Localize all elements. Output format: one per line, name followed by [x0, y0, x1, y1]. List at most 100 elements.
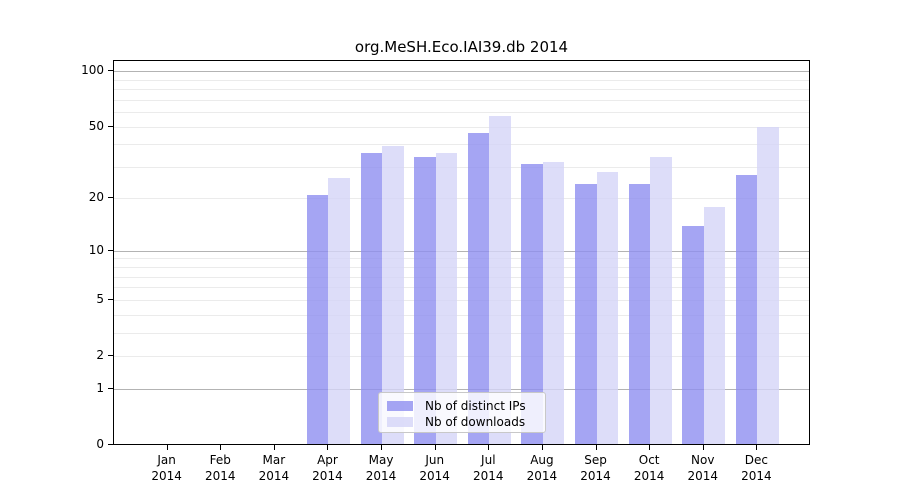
minor-gridline: [114, 356, 809, 357]
month-label: Dec: [744, 453, 768, 467]
major-gridline: [114, 250, 809, 252]
legend-label-distinct-ips: Nb of distinct IPs: [425, 399, 526, 413]
x-tick-mark: [220, 445, 222, 450]
month-label: Apr: [317, 453, 338, 467]
y-tick-label: 2: [96, 348, 104, 362]
minor-gridline: [114, 79, 809, 81]
x-tick-mark: [166, 445, 168, 450]
y-tick-mark: [108, 444, 113, 445]
legend-entry-downloads: Nb of downloads: [387, 414, 537, 430]
minor-gridline: [114, 267, 809, 269]
x-tick-mark: [273, 445, 275, 450]
downloads-swatch-icon: [387, 417, 413, 427]
year-label: 2014: [741, 469, 772, 483]
y-tick-label: 0: [96, 437, 104, 451]
year-label: 2014: [526, 469, 558, 483]
y-tick-mark: [108, 298, 113, 300]
year-label: 2014: [151, 469, 182, 483]
bar-downloads-may: [382, 146, 404, 444]
bar-distinct-ips-jul: [467, 133, 490, 444]
minor-gridline: [114, 99, 809, 101]
month-label: Sep: [584, 453, 607, 467]
y-tick-mark: [108, 70, 113, 72]
x-tick-label: Jul 2014: [458, 452, 518, 484]
month-label: Oct: [638, 453, 660, 467]
bar-distinct-ips-nov: [682, 225, 704, 444]
year-label: 2014: [312, 469, 343, 483]
year-label: 2014: [204, 469, 236, 483]
plot-area: [113, 60, 810, 445]
y-tick-mark: [108, 387, 113, 389]
minor-gridline: [114, 258, 809, 260]
minor-gridline: [114, 276, 809, 278]
x-tick-label: Aug 2014: [512, 452, 572, 484]
x-tick-label: Sep 2014: [566, 452, 626, 484]
chart-title: org.MeSH.Eco.IAI39.db 2014: [354, 38, 569, 56]
bar-downloads-aug: [542, 161, 565, 444]
y-tick-label: 20: [88, 190, 104, 205]
bar-downloads-nov: [703, 206, 726, 444]
minor-gridline: [114, 299, 809, 301]
y-tick-mark: [108, 197, 113, 199]
minor-gridline: [114, 198, 809, 200]
y-tick-label: 1: [96, 380, 104, 395]
x-tick-mark: [649, 445, 651, 450]
y-tick-mark: [108, 249, 113, 251]
y-tick-label: 10: [88, 242, 104, 257]
x-tick-mark: [541, 445, 543, 450]
minor-gridline: [114, 112, 809, 114]
x-tick-label: Mar 2014: [244, 452, 304, 484]
x-tick-mark: [488, 445, 490, 450]
x-tick-label: Jun 2014: [405, 452, 465, 484]
year-label: 2014: [687, 469, 719, 483]
month-label: Mar: [262, 453, 286, 467]
x-tick-mark: [756, 445, 758, 450]
month-label: Feb: [209, 453, 231, 467]
x-tick-mark: [381, 445, 383, 450]
legend-entry-distinct-ips: Nb of distinct IPs: [387, 398, 537, 414]
x-tick-label: Dec 2014: [726, 452, 786, 484]
distinct-ips-swatch-icon: [387, 401, 413, 411]
minor-gridline: [114, 144, 809, 146]
x-tick-label: Apr 2014: [297, 452, 357, 484]
bar-downloads-sep: [596, 172, 618, 444]
y-tick-mark: [108, 125, 113, 127]
month-label: Jun: [425, 453, 445, 467]
month-label: Jul: [481, 453, 496, 467]
bar-distinct-ips-aug: [521, 164, 543, 444]
year-label: 2014: [473, 469, 504, 483]
major-gridline: [114, 388, 809, 390]
minor-gridline: [114, 166, 809, 168]
bar-distinct-ips-sep: [575, 184, 597, 444]
bar-distinct-ips-apr: [307, 194, 329, 444]
bar-distinct-ips-jun: [414, 157, 436, 444]
month-label: Jan: [157, 453, 176, 467]
x-tick-mark: [702, 445, 704, 450]
year-label: 2014: [633, 469, 665, 483]
major-gridline: [114, 71, 809, 73]
x-tick-mark: [434, 445, 436, 450]
bar-downloads-jul: [489, 116, 511, 444]
y-tick-label: 5: [96, 291, 104, 306]
year-label: 2014: [580, 469, 611, 483]
bar-downloads-dec: [757, 126, 779, 444]
y-tick-label: 100: [81, 63, 104, 78]
year-label: 2014: [258, 469, 290, 483]
month-label: Aug: [530, 453, 554, 467]
month-label: Nov: [691, 453, 715, 467]
year-label: 2014: [419, 469, 450, 483]
x-tick-label: Oct 2014: [619, 452, 679, 484]
bar-distinct-ips-oct: [628, 184, 651, 444]
bar-distinct-ips-dec: [735, 175, 758, 444]
x-tick-label: Nov 2014: [673, 452, 733, 484]
x-tick-mark: [595, 445, 597, 450]
x-tick-label: Feb 2014: [190, 452, 250, 484]
x-tick-mark: [327, 445, 329, 450]
y-tick-label: 50: [88, 118, 104, 133]
x-tick-label: May 2014: [351, 452, 411, 484]
month-label: May: [368, 453, 394, 467]
bar-distinct-ips-may: [360, 152, 383, 444]
y-tick-mark: [108, 355, 113, 356]
x-tick-label: Jan 2014: [137, 452, 197, 484]
